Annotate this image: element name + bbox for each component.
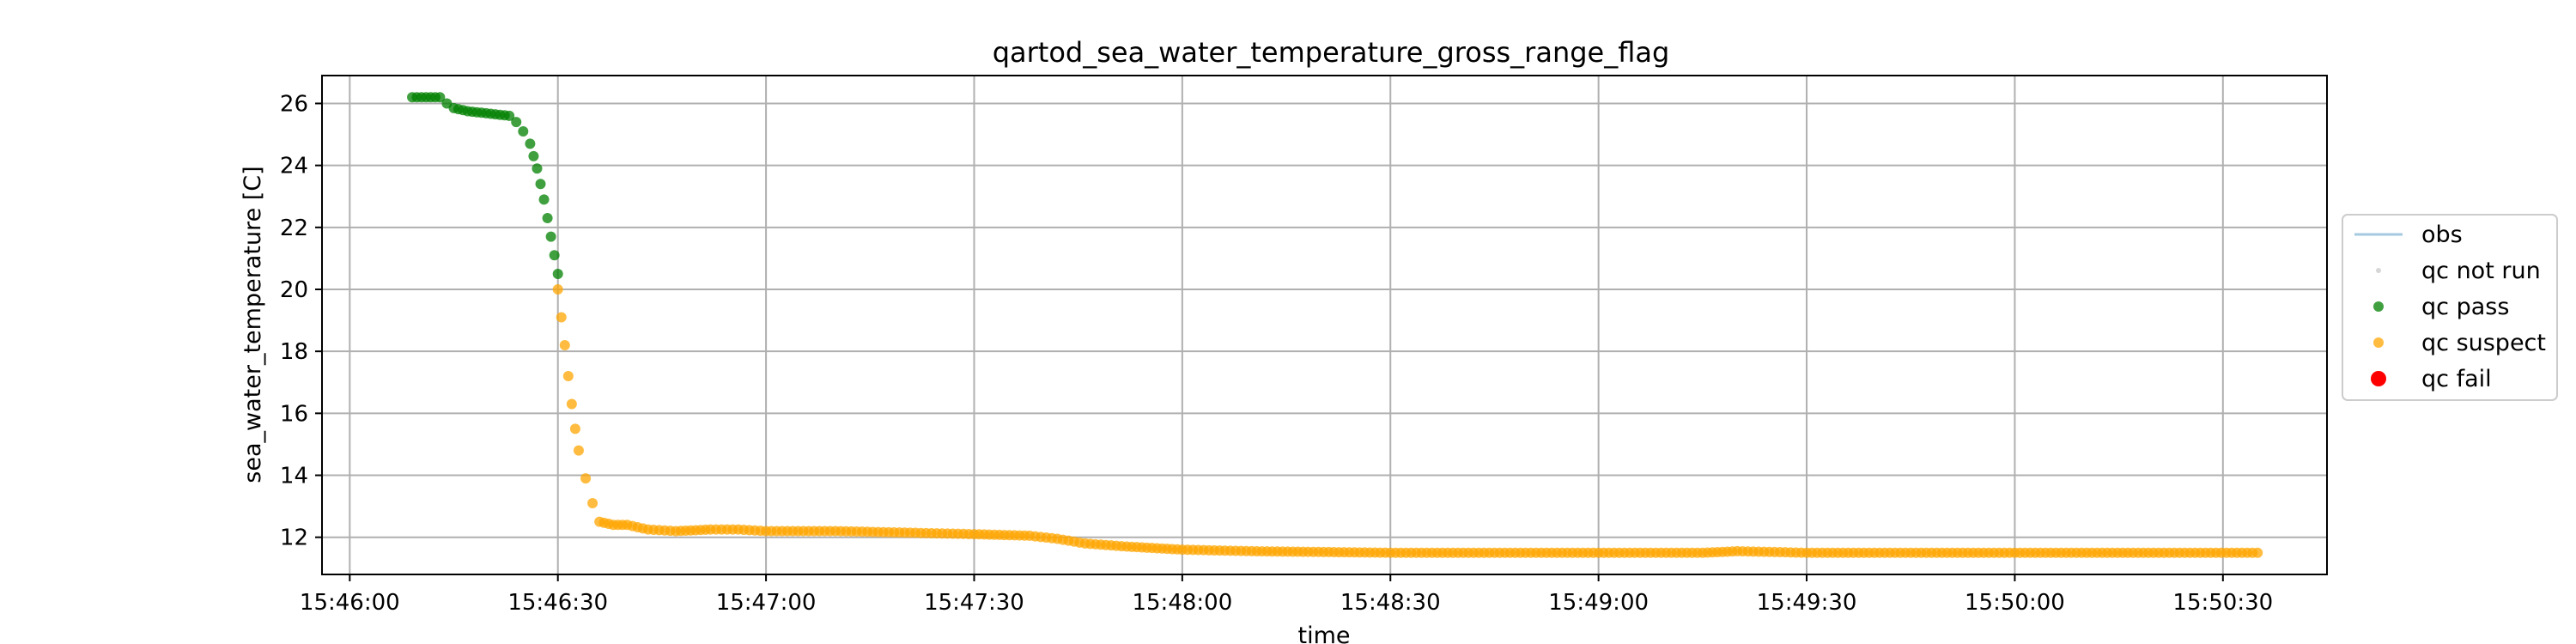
legend-marker: [2373, 301, 2384, 312]
y-axis-label: sea_water_temperature [C]: [240, 166, 266, 483]
data-point: [587, 498, 598, 508]
data-point: [569, 423, 580, 434]
data-point: [2252, 547, 2263, 558]
x-axis-label: time: [1297, 623, 1350, 644]
data-point: [562, 371, 574, 382]
data-point: [542, 213, 553, 223]
legend: obs qc not run qc pass qc suspect qc fail: [2342, 214, 2558, 401]
y-tick-label: 20: [280, 277, 308, 303]
legend-item-qc-not-run: qc not run: [2376, 258, 2541, 284]
legend-label: qc fail: [2421, 366, 2492, 392]
legend-marker: [2373, 337, 2384, 348]
data-point: [538, 194, 550, 205]
data-point: [549, 250, 560, 261]
y-tick-label: 24: [280, 154, 308, 179]
data-point: [511, 117, 522, 128]
data-point: [552, 284, 563, 295]
data-point: [566, 398, 577, 410]
data-point: [535, 179, 546, 190]
x-axis: 15:46:00 15:46:30 15:47:00 15:47:30 15:48:00…: [300, 574, 2273, 616]
legend-marker: [2376, 268, 2381, 273]
data-point: [545, 231, 556, 242]
x-tick-label: 15:46:00: [300, 590, 400, 616]
data-point: [556, 312, 567, 323]
data-point: [525, 138, 536, 149]
x-tick-label: 15:46:30: [507, 590, 608, 616]
data-point: [559, 339, 570, 350]
x-tick-label: 15:50:30: [2172, 590, 2273, 616]
x-tick-label: 15:47:00: [716, 590, 817, 616]
data-point: [504, 110, 515, 121]
y-tick-label: 22: [280, 216, 308, 241]
legend-label: qc pass: [2421, 294, 2509, 320]
y-tick-label: 16: [280, 401, 308, 427]
series-qc-suspect: [552, 284, 2263, 558]
legend-item-obs: obs: [2354, 222, 2463, 248]
data-point: [573, 445, 584, 456]
x-tick-label: 15:49:30: [1757, 590, 1857, 616]
data-point: [528, 150, 539, 161]
legend-item-qc-fail: qc fail: [2371, 366, 2492, 392]
data-series: [407, 92, 2263, 558]
y-tick-label: 18: [280, 339, 308, 365]
legend-marker: [2371, 371, 2386, 386]
data-point: [532, 163, 543, 174]
y-tick-label: 14: [280, 464, 308, 489]
data-point: [518, 125, 529, 137]
x-tick-label: 15:49:00: [1548, 590, 1649, 616]
data-point: [580, 473, 592, 484]
plot-frame: [321, 75, 2328, 575]
series-qc-pass: [407, 92, 563, 279]
legend-item-qc-suspect: qc suspect: [2373, 330, 2546, 356]
chart-title: qartod_sea_water_temperature_gross_range…: [993, 36, 1670, 69]
legend-label: obs: [2421, 222, 2463, 248]
y-axis: 12 14 16 18 20 22 24 26: [280, 91, 322, 551]
y-tick-label: 26: [280, 91, 308, 117]
data-point: [552, 268, 563, 279]
legend-frame: [2342, 214, 2558, 401]
y-tick-label: 12: [280, 526, 308, 551]
legend-label: qc suspect: [2421, 330, 2546, 356]
gridlines: [322, 76, 2327, 574]
x-tick-label: 15:48:00: [1132, 590, 1232, 616]
legend-item-qc-pass: qc pass: [2373, 294, 2509, 320]
x-tick-label: 15:48:30: [1340, 590, 1441, 616]
legend-label: qc not run: [2421, 258, 2541, 284]
x-tick-label: 15:47:30: [924, 590, 1024, 616]
x-tick-label: 15:50:00: [1965, 590, 2065, 616]
data-point: [434, 92, 446, 103]
